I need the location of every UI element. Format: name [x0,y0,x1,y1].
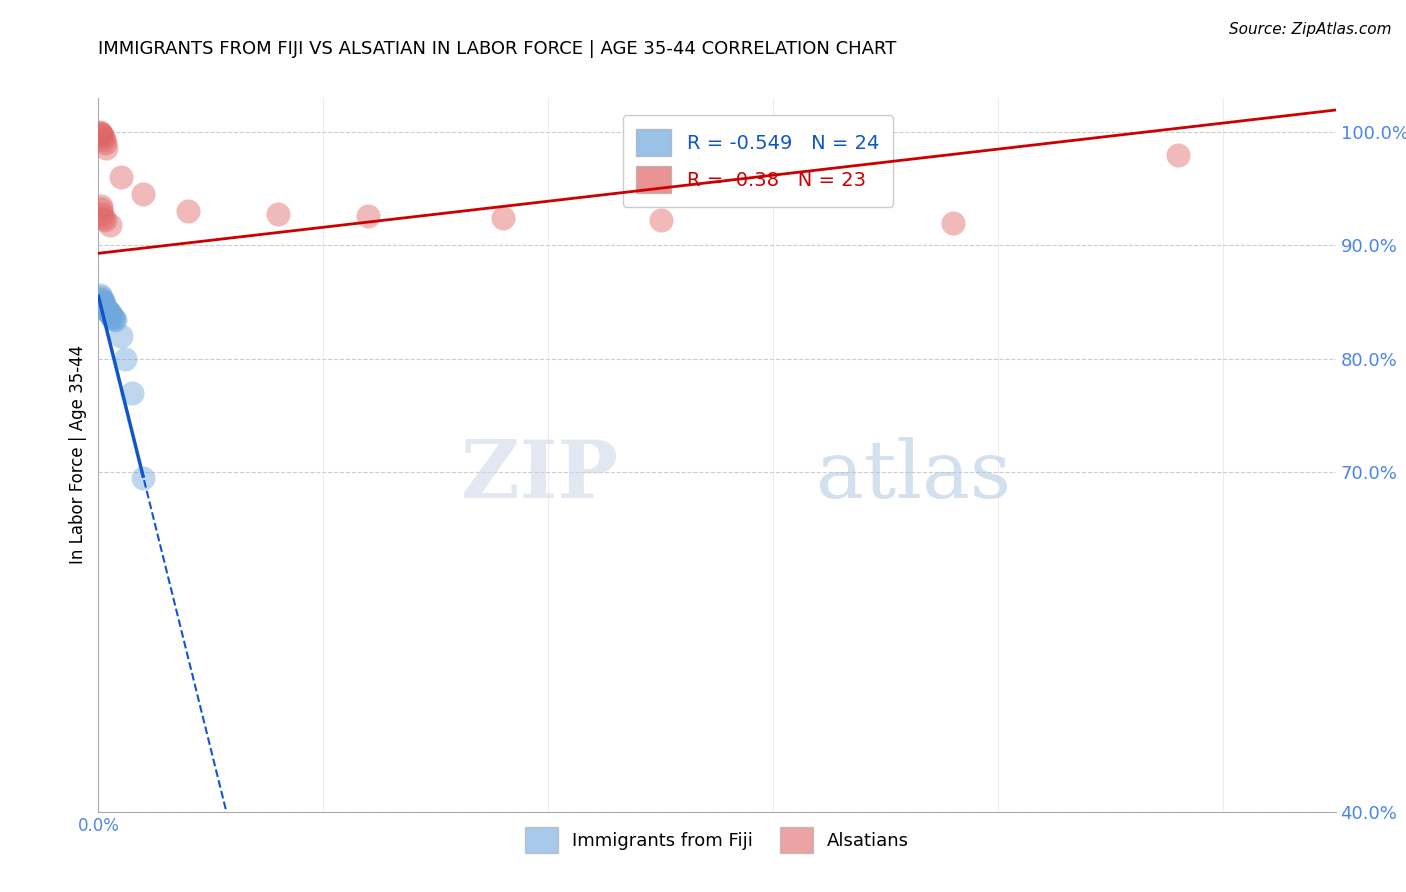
Point [93,213,115,227]
Point [100,309,122,323]
Text: atlas: atlas [815,437,1011,516]
Point [94,300,117,314]
Point [101,310,124,325]
Point [103,312,125,326]
Point [98,306,121,320]
Point [98,218,121,232]
Point [96,304,118,318]
Point [492,211,515,226]
Point [121,385,143,400]
Y-axis label: In Labor Force | Age 35-44: In Labor Force | Age 35-44 [69,345,87,565]
Point [104,313,127,327]
Text: ZIP: ZIP [461,437,619,516]
Point [89,288,111,302]
Point [90,202,112,216]
Point [96,302,118,317]
Point [91,293,114,308]
Point [90,128,112,143]
Point [110,329,132,343]
Legend: Immigrants from Fiji, Alsatians: Immigrants from Fiji, Alsatians [517,820,917,860]
Point [93,297,115,311]
Text: Source: ZipAtlas.com: Source: ZipAtlas.com [1229,22,1392,37]
Point [114,351,136,366]
Point [267,207,290,221]
Point [132,470,155,484]
Point [90,199,112,213]
Point [91,129,114,144]
Point [89,126,111,140]
Point [110,170,132,185]
Point [357,209,380,223]
Point [942,216,965,230]
Point [93,211,115,226]
Text: IMMIGRANTS FROM FIJI VS ALSATIAN IN LABOR FORCE | AGE 35-44 CORRELATION CHART: IMMIGRANTS FROM FIJI VS ALSATIAN IN LABO… [98,40,897,58]
Point [98,308,121,322]
Point [132,187,155,202]
Point [93,296,115,310]
Point [89,125,111,139]
Point [96,301,118,316]
Point [93,133,115,147]
Point [650,213,672,227]
Point [90,128,112,142]
Point [94,301,117,315]
Point [177,204,200,219]
Point [90,293,112,307]
Point [91,207,114,221]
Point [101,310,124,324]
Text: 0.0%: 0.0% [77,817,120,836]
Point [94,136,117,151]
Point [90,292,112,306]
Point [97,305,120,319]
Point [90,290,112,304]
Point [96,141,118,155]
Point [1167,147,1189,161]
